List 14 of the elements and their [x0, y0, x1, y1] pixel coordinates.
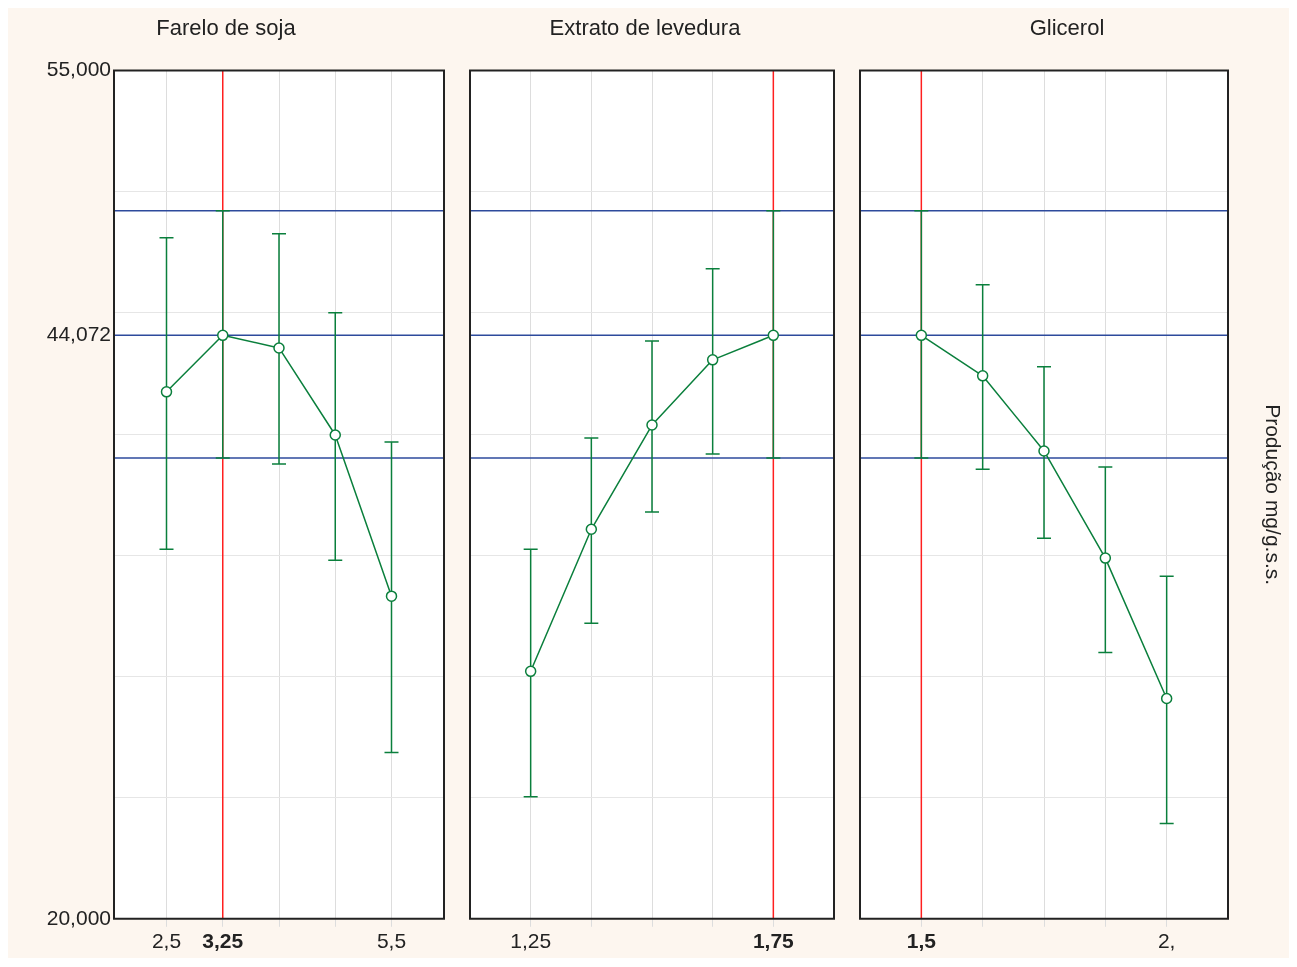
x-tick-label: 5,5 [376, 929, 407, 953]
y-tick-label: 55,000 [46, 57, 111, 81]
chart-title: Glicerol [1029, 15, 1105, 41]
x-tick-label: 1,25 [510, 929, 552, 953]
y-axis-title: Produção mg/g.s.s. [1261, 404, 1285, 586]
x-tick-label: 2,5 [151, 929, 182, 953]
x-tick-label: 3,25 [202, 929, 244, 953]
chart-title: Farelo de soja [156, 15, 297, 41]
x-tick-label: 1,75 [752, 929, 795, 953]
y-tick-label: 44,072 [46, 322, 111, 346]
x-tick-label: 2, [1157, 929, 1176, 953]
y-tick-label: 20,000 [46, 905, 111, 929]
chart-title: Extrato de levedura [549, 15, 742, 41]
x-tick-label: 1,5 [906, 929, 937, 953]
